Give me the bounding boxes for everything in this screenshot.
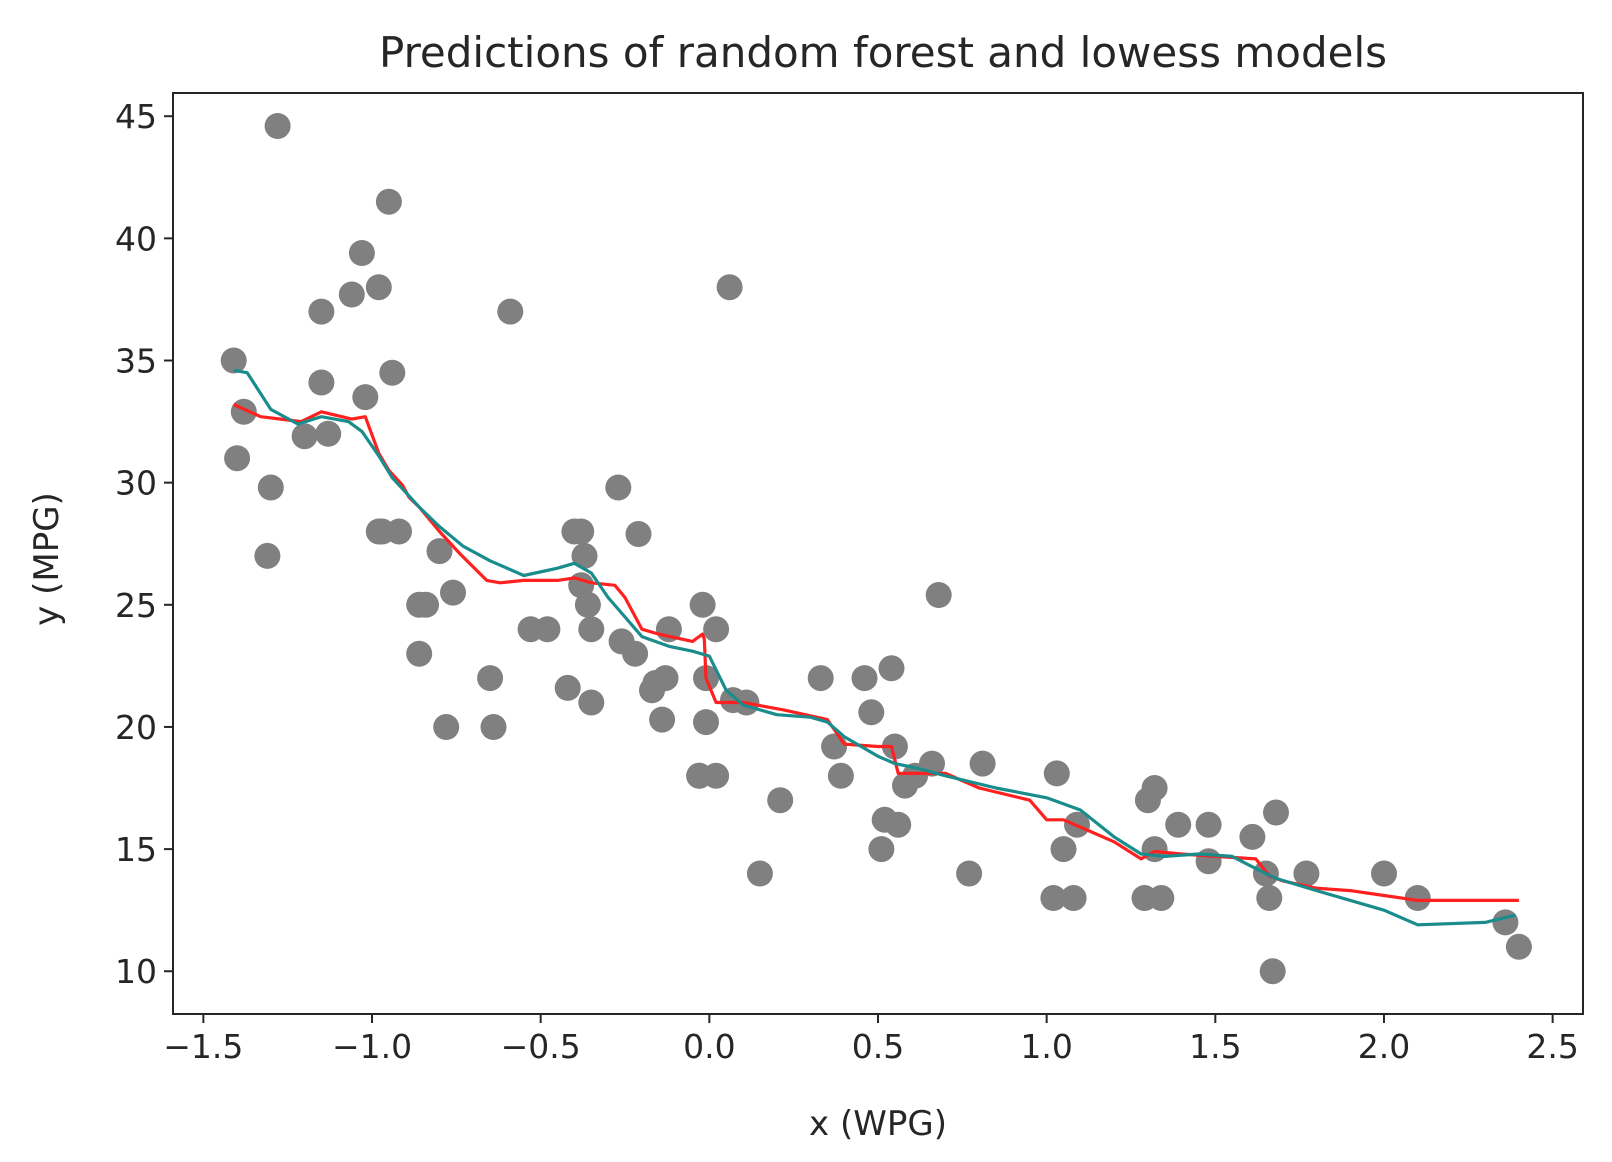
- scatter-point: [571, 542, 598, 569]
- scatter-point: [868, 836, 895, 863]
- scatter-point: [379, 359, 406, 386]
- scatter-point: [413, 591, 439, 618]
- scatter-point: [605, 474, 632, 501]
- scatter-point: [348, 240, 375, 266]
- scatter-point: [554, 674, 581, 701]
- scatter-point: [827, 762, 854, 789]
- x-tick-label: 2.0: [1358, 1027, 1410, 1066]
- scatter-point: [433, 714, 460, 740]
- scatter-point: [1293, 860, 1320, 887]
- scatter-point: [1259, 958, 1286, 985]
- scatter-point: [257, 474, 284, 501]
- x-tick-label: −0.5: [501, 1027, 581, 1066]
- scatter-point: [574, 591, 601, 618]
- scatter-point: [925, 582, 952, 608]
- scatter-point: [497, 298, 524, 325]
- x-tick-label: 1.0: [1020, 1027, 1072, 1066]
- scatter-point: [220, 347, 247, 374]
- scatter-point: [568, 518, 595, 545]
- y-tick-label: 35: [115, 342, 157, 381]
- scatter-point: [1195, 811, 1222, 838]
- y-tick-label: 25: [115, 586, 157, 625]
- scatter-point: [1195, 848, 1222, 875]
- scatter-point: [1141, 775, 1168, 801]
- scatter-point: [649, 706, 676, 733]
- y-tick-label: 10: [115, 952, 157, 991]
- y-tick-label: 40: [115, 219, 157, 258]
- scatter-point: [1263, 799, 1289, 826]
- scatter-point: [767, 787, 794, 814]
- scatter-point: [1371, 860, 1397, 887]
- scatter-point: [746, 860, 773, 887]
- y-tick-label: 15: [115, 830, 157, 869]
- scatter-point: [885, 811, 912, 838]
- scatter-point: [703, 616, 730, 643]
- scatter-point: [386, 518, 412, 545]
- y-tick-label: 20: [115, 708, 157, 747]
- scatter-point: [1040, 885, 1067, 911]
- scatter-point: [689, 591, 716, 618]
- scatter-point: [1050, 836, 1077, 863]
- scatter-point: [1060, 885, 1087, 911]
- scatter-point: [578, 616, 605, 643]
- scatter-point: [716, 274, 743, 301]
- x-tick-label: 2.5: [1526, 1027, 1578, 1066]
- model-lines: [233, 368, 1519, 927]
- scatter-point: [625, 521, 652, 547]
- scatter-point: [956, 860, 983, 887]
- scatter-point: [406, 640, 433, 667]
- scatter-point: [652, 665, 679, 692]
- y-axis-ticks: 10 15 20 25 30 35 40 45: [115, 97, 173, 991]
- scatter-point: [375, 188, 402, 215]
- scatter-point: [881, 733, 908, 760]
- scatter-point: [224, 445, 251, 472]
- scatter-point: [1165, 811, 1192, 838]
- scatter-point: [807, 665, 834, 692]
- scatter-point: [1505, 933, 1532, 960]
- scatter-point: [1492, 909, 1519, 936]
- x-tick-label: −1.5: [163, 1027, 243, 1066]
- scatter-point: [440, 579, 466, 606]
- scatter-point: [1148, 885, 1175, 911]
- scatter-point: [1404, 885, 1431, 911]
- scatter-point: [1239, 823, 1266, 850]
- x-tick-label: 1.5: [1189, 1027, 1241, 1066]
- scatter-point: [308, 369, 335, 396]
- x-axis-label: x (WPG): [809, 1104, 947, 1144]
- scatter-point: [426, 538, 453, 565]
- scatter-point: [308, 298, 335, 325]
- scatter-point: [254, 542, 281, 569]
- scatter-point: [878, 655, 905, 682]
- scatter-point: [352, 384, 379, 411]
- scatter-point: [686, 762, 713, 789]
- x-tick-label: 0.0: [683, 1027, 735, 1066]
- scatter-point: [693, 709, 719, 736]
- scatter-point: [1043, 760, 1070, 787]
- scatter-point: [858, 699, 885, 726]
- scatter-point: [365, 274, 392, 301]
- lowess-line: [233, 368, 1516, 927]
- scatter-point: [338, 281, 365, 308]
- y-axis-label: y (MPG): [27, 492, 67, 626]
- scatter-point: [534, 616, 561, 643]
- scatter-point: [291, 423, 318, 450]
- y-tick-label: 30: [115, 464, 157, 503]
- scatter-point: [1256, 885, 1283, 911]
- scatter-point: [315, 420, 342, 447]
- scatter-point: [851, 665, 878, 692]
- scatter-point: [578, 689, 605, 716]
- scatter-point: [477, 665, 504, 692]
- scatter-point: [969, 750, 996, 777]
- scatter-point: [264, 113, 291, 139]
- y-tick-label: 45: [115, 97, 157, 136]
- chart-title: Predictions of random forest and lowess …: [379, 28, 1387, 77]
- scatter-point: [480, 714, 507, 740]
- x-axis-ticks: −1.5 −1.0 −0.5 0.0 0.5 1.0 1.5 2.0 2.5: [163, 1014, 1579, 1066]
- scatter-point: [622, 640, 649, 667]
- x-tick-label: 0.5: [852, 1027, 904, 1066]
- x-tick-label: −1.0: [332, 1027, 412, 1066]
